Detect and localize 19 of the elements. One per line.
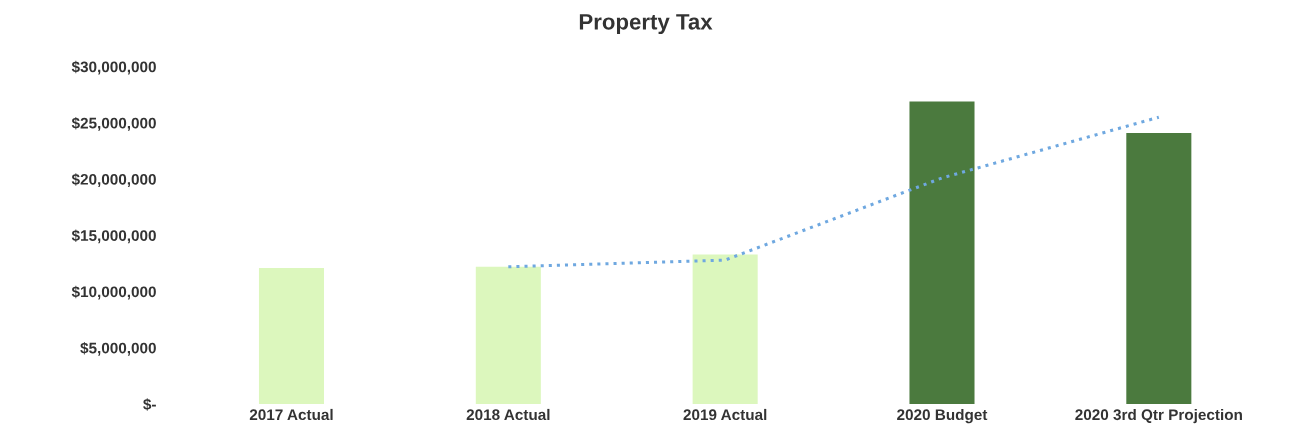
x-tick-label: 2020 Budget — [897, 408, 988, 424]
bar — [692, 254, 758, 405]
y-tick-label: $10,000,000 — [71, 285, 156, 300]
y-tick-label: $20,000,000 — [71, 173, 156, 187]
y-tick-label: $5,000,000 — [80, 342, 156, 356]
bar — [475, 266, 541, 405]
y-tick-label: $- — [143, 398, 156, 411]
x-tick-label: 2020 3rd Qtr Projection — [1075, 408, 1242, 424]
bar — [1126, 132, 1192, 405]
y-tick-label: $15,000,000 — [71, 229, 156, 244]
y-tick-label: $30,000,000 — [71, 60, 156, 75]
bar — [909, 101, 975, 405]
x-tick-label: 2017 Actual — [249, 408, 333, 421]
bar — [258, 267, 324, 405]
chart-title: Property Tax — [579, 14, 713, 35]
y-tick-label: $25,000,000 — [71, 117, 156, 131]
x-tick-label: 2019 Actual — [683, 408, 767, 421]
x-tick-label: 2018 Actual — [466, 408, 550, 421]
line-series — [506, 115, 1161, 269]
